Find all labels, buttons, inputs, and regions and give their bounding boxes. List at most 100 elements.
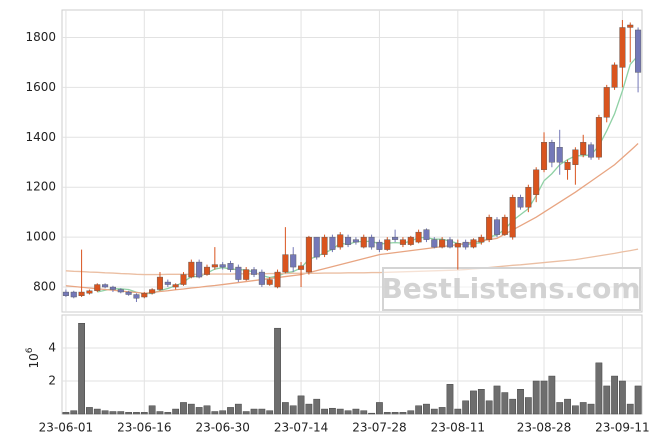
volume-bar [611,375,618,415]
candle-body [211,264,218,268]
volume-bar [517,389,524,415]
candle-body [588,144,595,158]
candle-body [235,266,242,280]
candle-body [399,239,406,245]
candle-body [141,293,148,298]
candle-body [533,169,540,195]
candle-body [337,234,344,248]
volume-bar [619,380,626,415]
candle-body [290,254,297,268]
candle-body [493,219,501,235]
x-tick-label: 23-06-01 [39,421,93,435]
volume-bar [234,403,242,415]
volume-bar [470,390,477,415]
moving-average-line [65,143,639,294]
volume-bar [571,405,579,415]
candle-body [462,241,469,248]
volume-bar [540,380,548,415]
volume-bar [258,408,266,415]
volume-bar [383,412,391,415]
volume-bar [376,402,383,415]
volume-bar [70,410,78,415]
volume-bar [564,398,571,415]
candle-body [368,236,375,248]
volume-bar [430,408,438,415]
x-tick-label: 23-07-14 [274,421,328,435]
candle-body [603,87,610,118]
candle-body [149,289,156,294]
volume-axis-label-exponent: 6 [25,347,35,353]
candle-body [70,291,77,298]
candle-body [446,239,453,248]
candle-body [501,216,508,235]
candle-body [305,236,312,273]
volume-bar [250,408,258,415]
volume-bar [140,412,148,415]
volume-bar [109,411,117,415]
volume-bar [321,408,328,415]
candle-body [627,24,634,28]
candle-body [611,64,618,88]
volume-bar [454,408,462,415]
candle-body [517,196,524,208]
volume-bar [548,375,556,415]
candle-body [345,236,352,245]
y-tick-label: 1600 [25,80,56,94]
volume-bar [391,412,399,415]
x-tick-label: 23-08-11 [431,421,485,435]
candle-body [556,147,563,163]
volume-bar [344,410,352,415]
candle-body [196,261,203,278]
volume-bar [274,327,281,415]
candle-body [251,269,258,275]
candle-body [525,187,532,208]
candle-body [470,239,477,248]
volume-axis-label-base: 10 [27,353,41,368]
volume-bar [556,402,564,415]
volume-bar [133,412,140,415]
volume-tick-label: 4 [48,341,56,355]
volume-bar [297,395,305,415]
volume-bar [305,403,313,415]
candle-body [329,236,336,250]
volume-bar [532,380,540,415]
volume-bar [493,385,501,415]
volume-bar [587,403,595,415]
candle-body [188,261,195,278]
candle-body [172,284,179,288]
watermark-box [382,267,641,311]
candle-body [164,281,171,285]
candle-body [125,291,132,295]
volume-bar [125,412,133,415]
volume-bar [180,402,187,415]
price-panel [61,9,643,313]
candle-body [94,284,101,291]
candle-body [156,276,163,290]
volume-bar [62,412,70,415]
volume-bar [446,384,454,415]
volume-bar [93,408,101,415]
volume-bar [172,408,180,415]
x-tick-label: 23-08-28 [517,421,571,435]
volume-bar [360,410,368,415]
candle-body [635,29,642,73]
candle-body [78,291,85,296]
candle-body [439,239,446,248]
volume-bar [415,405,423,415]
volume-axis-label: 106 [25,347,41,368]
candle-body [454,243,461,248]
volume-bar [485,400,493,415]
volume-bar [336,408,344,415]
moving-average-line [65,248,639,276]
candle-body [360,236,367,248]
volume-bar [423,403,430,415]
volume-bar [156,411,164,415]
x-tick-label: 23-09-11 [595,421,649,435]
candle-body [384,239,391,250]
volume-bar [626,403,634,415]
volume-bar [477,389,485,415]
volume-bar [101,410,109,415]
volume-tick-label: 2 [48,374,56,388]
y-tick-label: 1400 [25,130,56,144]
volume-bar [117,411,125,415]
